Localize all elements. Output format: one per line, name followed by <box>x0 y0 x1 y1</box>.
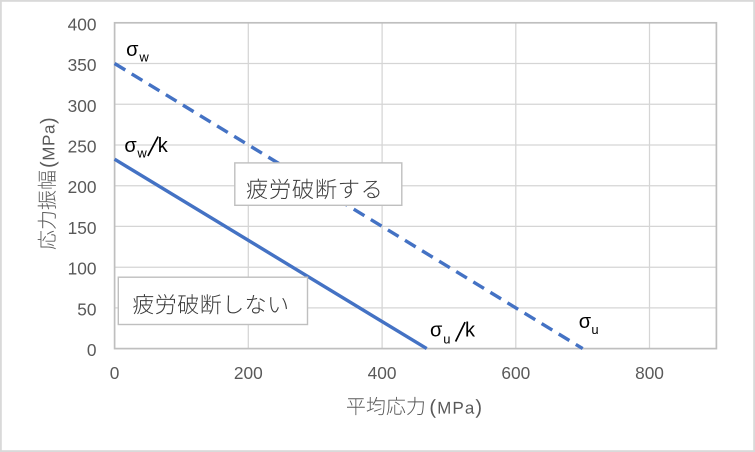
svg-text:u: u <box>591 322 598 337</box>
svg-text:600: 600 <box>501 363 530 383</box>
svg-text:200: 200 <box>234 363 263 383</box>
svg-text:σ: σ <box>579 311 592 333</box>
svg-text:σ: σ <box>126 39 139 61</box>
svg-text:w: w <box>138 49 149 64</box>
svg-text:50: 50 <box>77 299 96 319</box>
svg-text:w: w <box>136 146 147 161</box>
svg-text:150: 150 <box>68 218 97 238</box>
svg-text:k: k <box>465 319 476 341</box>
svg-text:300: 300 <box>68 96 97 116</box>
svg-text:250: 250 <box>68 137 97 157</box>
svg-text:σ: σ <box>430 319 443 341</box>
svg-text:800: 800 <box>635 363 664 383</box>
svg-text:0: 0 <box>87 340 97 360</box>
svg-text:100: 100 <box>68 259 97 279</box>
svg-text:400: 400 <box>68 14 97 34</box>
svg-text:400: 400 <box>368 363 397 383</box>
svg-text:350: 350 <box>68 55 97 75</box>
svg-text:200: 200 <box>68 177 97 197</box>
svg-text:0: 0 <box>110 363 120 383</box>
svg-text:k: k <box>158 135 169 157</box>
svg-text:u: u <box>443 331 450 346</box>
svg-text:σ: σ <box>124 135 137 157</box>
